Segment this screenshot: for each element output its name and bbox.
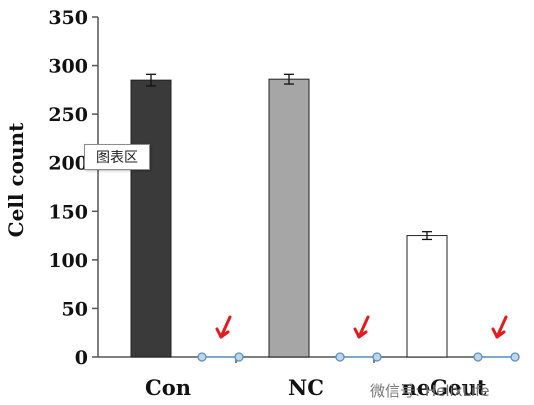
y-tick-labels: 0 50 100 150 200 250 300 350 xyxy=(48,7,88,369)
category-label-con: Con xyxy=(145,375,191,400)
y-axis-label: Cell count xyxy=(4,122,28,237)
bar-con xyxy=(130,79,172,358)
annotation-arrows xyxy=(215,315,508,339)
watermark-text: 微信号: HelixLife xyxy=(370,382,490,400)
bar-nc xyxy=(268,78,310,358)
red-arrow-icon xyxy=(353,315,370,339)
chart-area-tooltip: 图表区 xyxy=(84,144,150,170)
zero-value-markers xyxy=(197,352,520,362)
red-arrow-shaft xyxy=(357,315,370,339)
zero-marker xyxy=(335,352,345,362)
zero-marker xyxy=(473,352,483,362)
red-arrow-head xyxy=(353,327,368,339)
zero-marker xyxy=(510,352,520,362)
y-tick-label: 50 xyxy=(62,298,88,320)
bars xyxy=(130,78,448,358)
y-tick-label: 250 xyxy=(48,104,88,126)
y-tick-label: 0 xyxy=(75,347,88,369)
red-arrow-shaft xyxy=(495,315,508,339)
zero-marker xyxy=(372,352,382,362)
zero-marker xyxy=(234,352,244,362)
y-tick-label: 300 xyxy=(48,56,88,78)
bar-negeut xyxy=(406,235,448,358)
red-arrow-head xyxy=(491,327,506,339)
red-arrow-icon xyxy=(491,315,508,339)
y-tick-label: 150 xyxy=(48,201,88,223)
y-tick-label: 350 xyxy=(48,7,88,29)
red-arrow-head xyxy=(215,327,230,339)
category-label-negeut: neGeut xyxy=(402,375,487,400)
red-arrow-icon xyxy=(215,315,232,339)
category-labels: Con NC neGeut xyxy=(145,375,487,400)
zero-marker xyxy=(197,352,207,362)
y-tick-label: 100 xyxy=(48,250,88,272)
error-bars xyxy=(146,73,432,241)
category-label-nc: NC xyxy=(288,375,324,400)
red-arrow-shaft xyxy=(219,315,232,339)
y-tick-label: 200 xyxy=(48,153,88,175)
